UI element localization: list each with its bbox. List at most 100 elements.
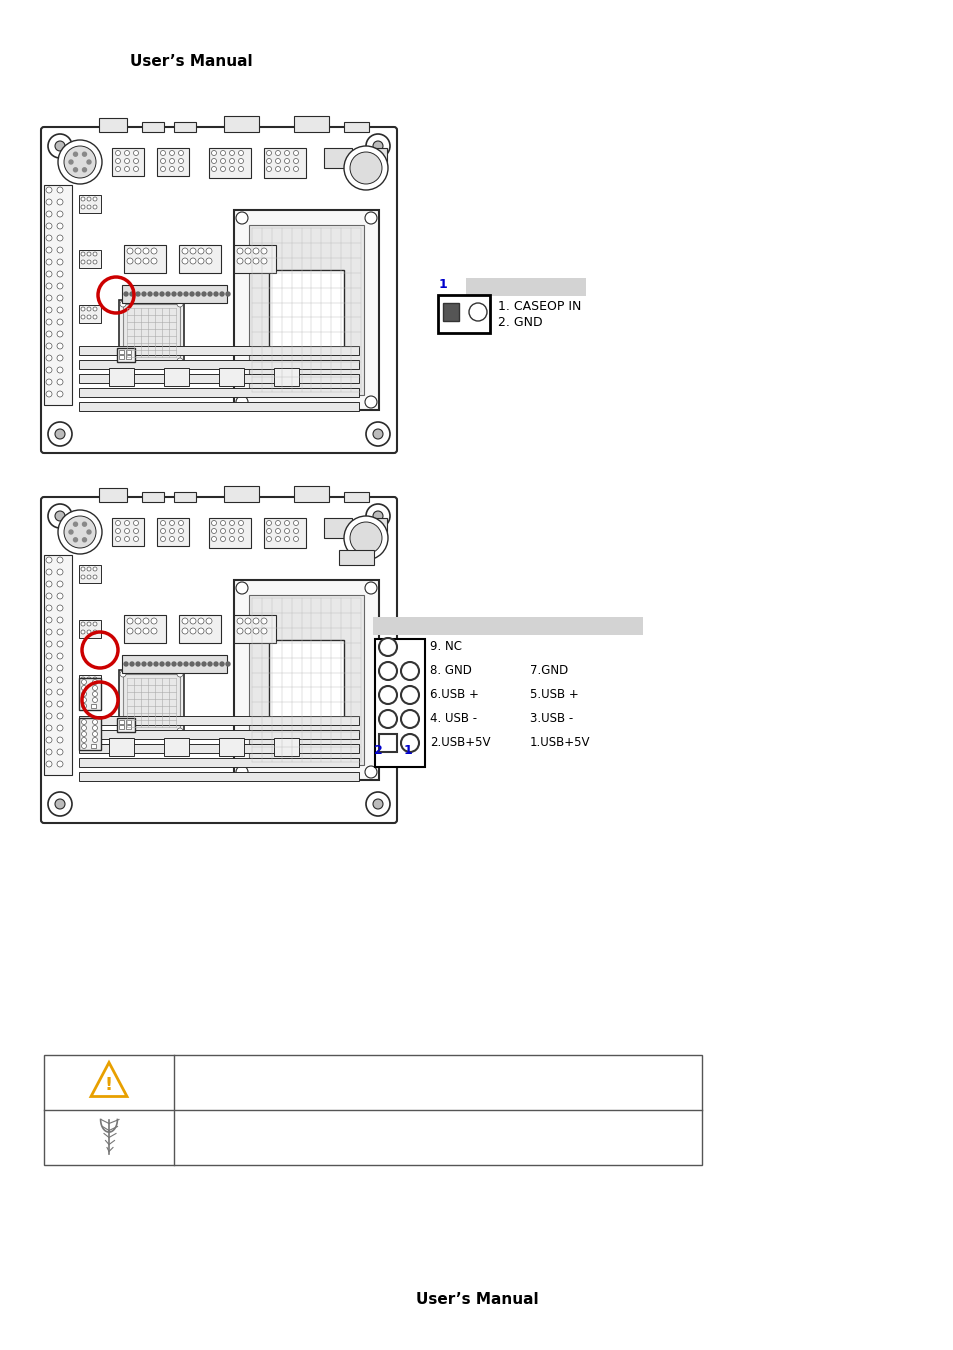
Bar bbox=[79, 305, 101, 323]
Circle shape bbox=[236, 258, 243, 265]
Circle shape bbox=[81, 676, 85, 680]
Circle shape bbox=[238, 521, 243, 525]
Circle shape bbox=[261, 618, 267, 624]
Bar bbox=[119, 670, 184, 734]
Circle shape bbox=[133, 166, 138, 171]
Circle shape bbox=[294, 521, 298, 525]
Circle shape bbox=[182, 618, 188, 624]
Circle shape bbox=[378, 662, 396, 680]
Circle shape bbox=[177, 358, 183, 364]
Circle shape bbox=[133, 528, 138, 533]
Text: 2.USB+5V: 2.USB+5V bbox=[430, 737, 490, 749]
Circle shape bbox=[213, 662, 218, 666]
Circle shape bbox=[125, 166, 130, 171]
Circle shape bbox=[57, 343, 63, 350]
Circle shape bbox=[82, 167, 87, 171]
Circle shape bbox=[57, 319, 63, 325]
Circle shape bbox=[57, 247, 63, 252]
Circle shape bbox=[133, 521, 138, 525]
Circle shape bbox=[92, 567, 97, 571]
Circle shape bbox=[46, 688, 52, 695]
Circle shape bbox=[46, 605, 52, 612]
Bar bbox=[219, 369, 244, 386]
Circle shape bbox=[275, 150, 280, 155]
Circle shape bbox=[125, 150, 130, 155]
Circle shape bbox=[182, 248, 188, 254]
Circle shape bbox=[81, 684, 85, 688]
Circle shape bbox=[177, 728, 183, 734]
Circle shape bbox=[81, 306, 85, 310]
Bar bbox=[126, 350, 131, 354]
Circle shape bbox=[81, 630, 85, 634]
Bar bbox=[224, 116, 258, 132]
Circle shape bbox=[81, 315, 85, 319]
Circle shape bbox=[284, 158, 289, 163]
Bar bbox=[142, 122, 164, 132]
Circle shape bbox=[46, 355, 52, 360]
Circle shape bbox=[212, 528, 216, 533]
Circle shape bbox=[366, 134, 390, 158]
Circle shape bbox=[87, 197, 91, 201]
Bar bbox=[249, 595, 364, 765]
Circle shape bbox=[266, 158, 272, 163]
Circle shape bbox=[48, 504, 71, 528]
Circle shape bbox=[170, 528, 174, 533]
Bar bbox=[324, 518, 352, 539]
Circle shape bbox=[208, 662, 212, 666]
Circle shape bbox=[373, 140, 382, 151]
Circle shape bbox=[160, 292, 164, 296]
Bar bbox=[79, 194, 101, 213]
Circle shape bbox=[198, 628, 204, 634]
Bar bbox=[173, 491, 195, 502]
Circle shape bbox=[170, 521, 174, 525]
Text: !: ! bbox=[105, 1076, 113, 1094]
Circle shape bbox=[195, 662, 200, 666]
Circle shape bbox=[195, 292, 200, 296]
Circle shape bbox=[235, 396, 248, 408]
Circle shape bbox=[92, 732, 97, 737]
Bar bbox=[112, 518, 144, 545]
Circle shape bbox=[46, 211, 52, 217]
Circle shape bbox=[166, 292, 170, 296]
Circle shape bbox=[92, 684, 97, 688]
Circle shape bbox=[236, 628, 243, 634]
Bar bbox=[269, 270, 344, 350]
Circle shape bbox=[92, 306, 97, 310]
Circle shape bbox=[294, 528, 298, 533]
Circle shape bbox=[46, 713, 52, 720]
Circle shape bbox=[92, 737, 97, 742]
Circle shape bbox=[266, 521, 272, 525]
Bar bbox=[122, 655, 227, 674]
Circle shape bbox=[373, 512, 382, 521]
Circle shape bbox=[46, 284, 52, 289]
Circle shape bbox=[226, 292, 230, 296]
Bar bbox=[358, 148, 387, 167]
Circle shape bbox=[57, 605, 63, 612]
Circle shape bbox=[46, 223, 52, 230]
Circle shape bbox=[87, 261, 91, 265]
Circle shape bbox=[48, 134, 71, 158]
Circle shape bbox=[261, 258, 267, 265]
Circle shape bbox=[115, 166, 120, 171]
Circle shape bbox=[55, 799, 65, 809]
Circle shape bbox=[153, 292, 158, 296]
Circle shape bbox=[170, 150, 174, 155]
Circle shape bbox=[81, 732, 87, 737]
Circle shape bbox=[202, 662, 206, 666]
Circle shape bbox=[81, 567, 85, 571]
Bar bbox=[44, 1054, 701, 1165]
Bar bbox=[437, 296, 490, 333]
Circle shape bbox=[178, 150, 183, 155]
Circle shape bbox=[178, 662, 182, 666]
Bar bbox=[442, 302, 458, 321]
Circle shape bbox=[284, 166, 289, 171]
Circle shape bbox=[190, 248, 195, 254]
Circle shape bbox=[172, 292, 175, 296]
Circle shape bbox=[160, 662, 164, 666]
Bar bbox=[294, 116, 329, 132]
Circle shape bbox=[125, 521, 130, 525]
Circle shape bbox=[82, 153, 87, 157]
Circle shape bbox=[46, 568, 52, 575]
Circle shape bbox=[135, 618, 141, 624]
Circle shape bbox=[46, 558, 52, 563]
